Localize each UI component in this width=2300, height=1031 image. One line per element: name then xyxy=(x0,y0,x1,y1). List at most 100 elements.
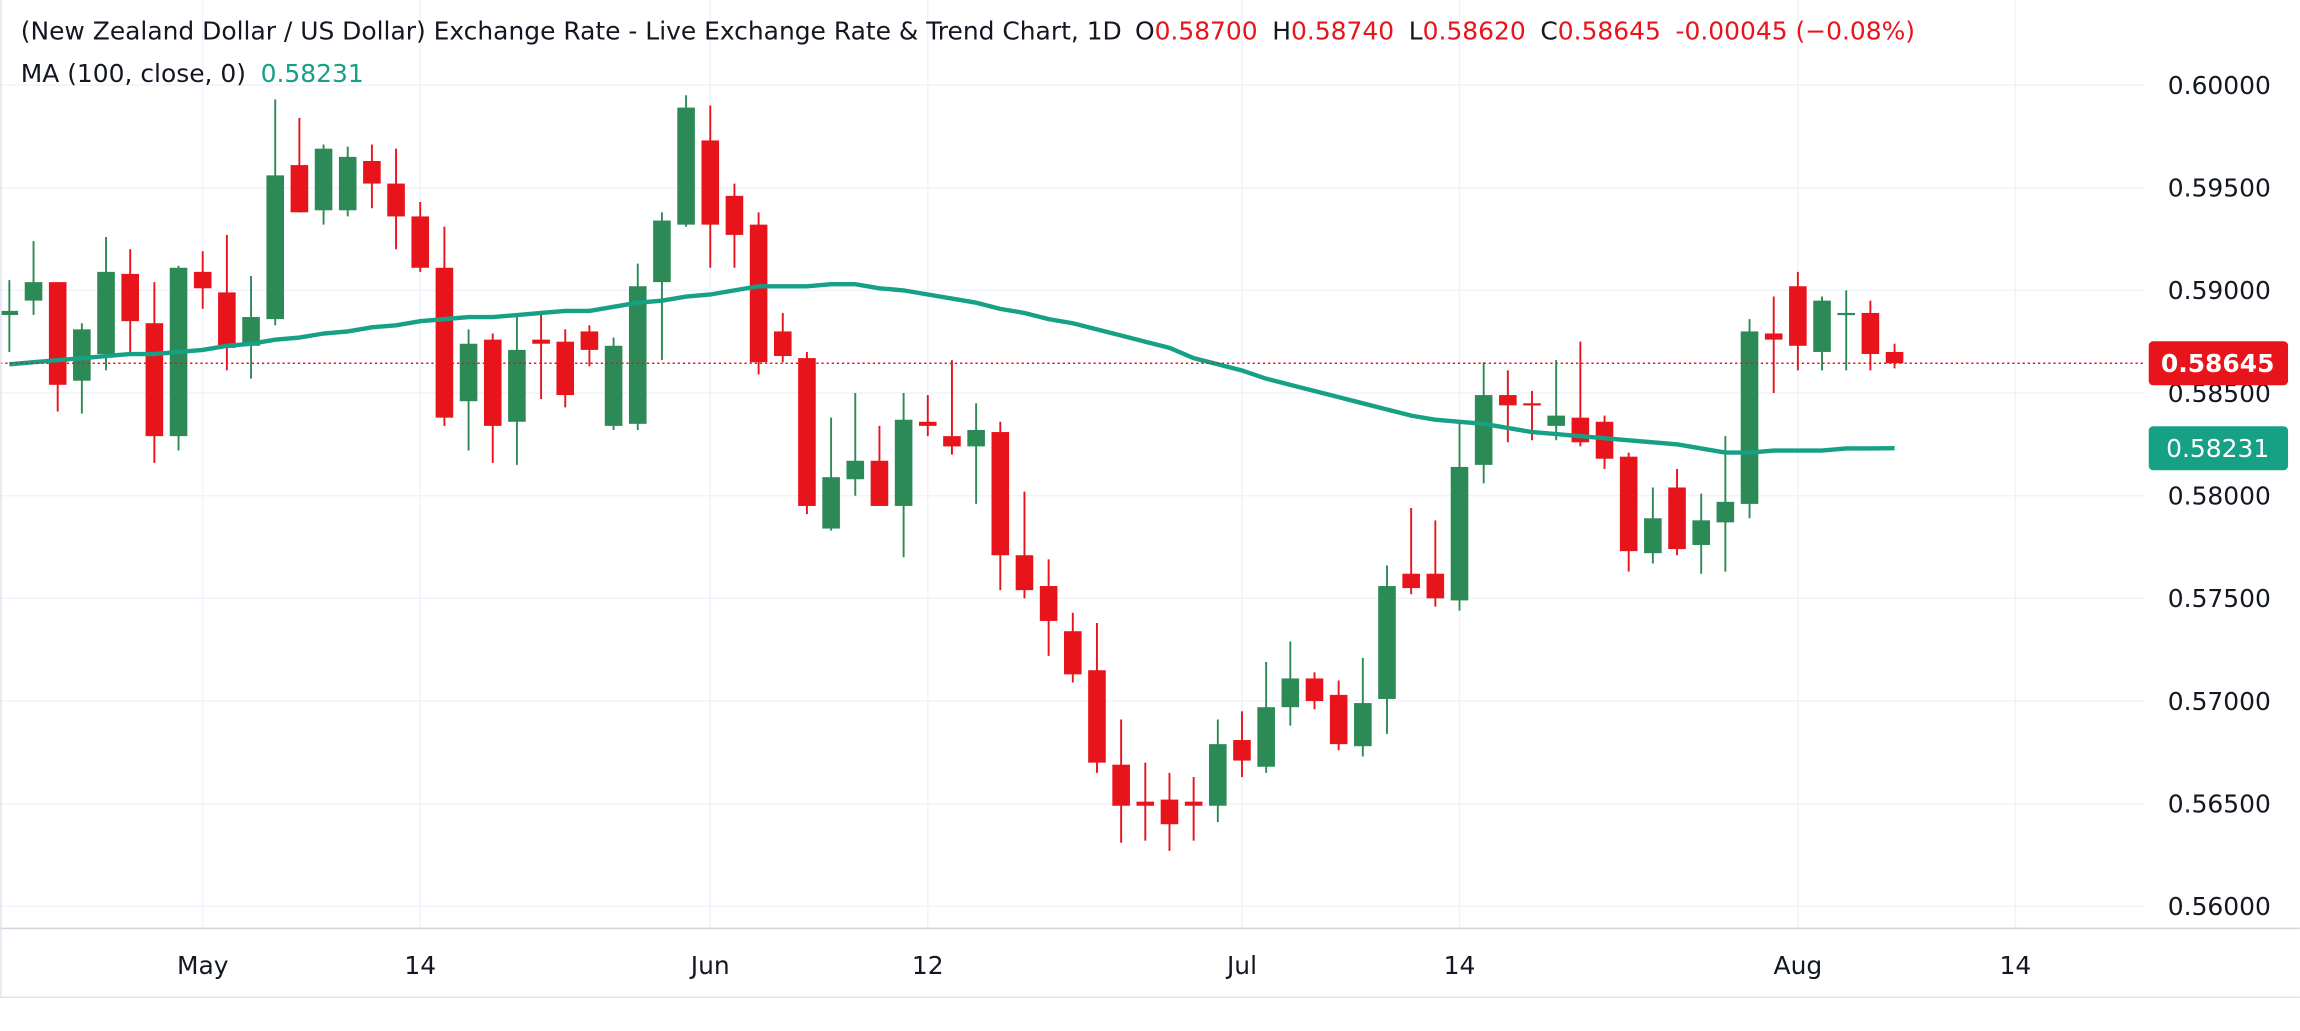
ohlc-key: C xyxy=(1540,17,1557,46)
x-tick-label: May xyxy=(177,951,229,980)
x-tick-label: 14 xyxy=(404,951,436,980)
ma-line xyxy=(9,282,1895,455)
candle-body xyxy=(387,183,405,217)
candle-body xyxy=(508,349,526,422)
candle-body xyxy=(1644,518,1662,554)
candle-body xyxy=(628,286,647,424)
candle-body xyxy=(24,282,43,301)
title: (New Zealand Dollar / US Dollar) Exchang… xyxy=(21,17,1122,46)
candle-body xyxy=(1740,331,1759,504)
candle-body xyxy=(725,195,744,235)
candle-body xyxy=(1764,333,1783,340)
candle-body xyxy=(749,224,768,363)
y-tick-label: 0.56500 xyxy=(2168,789,2271,818)
candle-body xyxy=(483,339,502,426)
candle-body xyxy=(1015,555,1034,591)
y-tick-label: 0.57500 xyxy=(2168,584,2271,613)
candle-body xyxy=(1813,300,1831,352)
candle-body xyxy=(580,331,599,350)
candle-body xyxy=(1716,501,1735,523)
candle-body xyxy=(97,271,115,355)
candle-body xyxy=(1861,312,1880,355)
ma-name: MA (100, close, 0) xyxy=(21,59,246,88)
price-label: 0.58645 xyxy=(2161,349,2275,378)
candle-body xyxy=(1112,764,1130,806)
candle-body xyxy=(1184,801,1203,806)
axes: 0.560000.565000.570000.575000.580000.585… xyxy=(0,0,2300,999)
header: (New Zealand Dollar / US Dollar) Exchang… xyxy=(21,17,1915,46)
candle-body xyxy=(1499,395,1517,406)
x-tick-label: Jun xyxy=(689,951,730,980)
candle-body xyxy=(1450,466,1469,601)
x-tick-label: 14 xyxy=(2000,951,2032,980)
candle-body xyxy=(338,156,357,211)
candle-body xyxy=(1136,801,1155,806)
candle-body xyxy=(894,419,913,506)
y-tick-label: 0.58000 xyxy=(2168,481,2271,510)
candle-body xyxy=(1668,487,1686,550)
candle-body xyxy=(653,220,671,283)
candle-body xyxy=(242,317,260,346)
candle-body xyxy=(556,341,575,396)
candle-body xyxy=(1233,740,1251,761)
candle-body xyxy=(1885,351,1904,364)
candle-body xyxy=(991,432,1010,556)
change: -0.00045 (−0.08%) xyxy=(1676,17,1915,46)
candle-body xyxy=(1257,707,1275,767)
ma-label-box xyxy=(2148,426,2289,471)
candle-body xyxy=(266,175,285,320)
candle-body xyxy=(822,477,840,529)
candle-body xyxy=(943,436,961,447)
candle-body xyxy=(1378,586,1396,699)
candle-body xyxy=(121,273,140,322)
y-tick-label: 0.59500 xyxy=(2168,173,2271,202)
candle-body xyxy=(290,165,309,213)
ohlc-key: H xyxy=(1272,17,1291,46)
price-label-box xyxy=(2148,341,2289,386)
candle-body xyxy=(73,329,91,381)
candle-body xyxy=(1281,678,1300,708)
candle-body xyxy=(798,358,816,506)
candle-body xyxy=(1354,703,1372,747)
y-tick-label: 0.59000 xyxy=(2168,276,2271,305)
y-tick-label: 0.60000 xyxy=(2168,71,2271,100)
candle-body xyxy=(48,282,67,385)
ohlc-value: 0.58700 xyxy=(1155,17,1258,46)
candle-body xyxy=(532,339,550,344)
y-tick-label: 0.57000 xyxy=(2168,687,2271,716)
candle-body xyxy=(1547,415,1565,426)
candle-body xyxy=(677,107,695,225)
candle-body xyxy=(193,271,212,289)
candle-body xyxy=(1209,744,1227,806)
ohlc-key: L xyxy=(1409,17,1423,46)
candle-body xyxy=(701,140,720,225)
ohlc-value: 0.58620 xyxy=(1423,17,1526,46)
candle-body xyxy=(846,460,865,480)
candle-body xyxy=(1837,312,1856,316)
candle-body xyxy=(1329,694,1348,745)
candle-body xyxy=(870,460,889,506)
ma-label: 0.58231 xyxy=(2166,434,2269,463)
candle-body xyxy=(1523,403,1541,406)
candle-body xyxy=(773,331,792,357)
candle-body xyxy=(1619,456,1638,552)
ma-value: 0.58231 xyxy=(261,59,364,88)
candle-body xyxy=(1088,670,1106,763)
ohlc-value: 0.58645 xyxy=(1558,17,1661,46)
marks xyxy=(0,95,2145,851)
candle-body xyxy=(411,216,430,268)
candle-body xyxy=(218,292,236,348)
candle-body xyxy=(967,429,985,447)
candle-body xyxy=(363,160,381,184)
candle-body xyxy=(1039,586,1058,621)
ohlc-key: O xyxy=(1135,17,1155,46)
candle-body xyxy=(0,310,19,315)
candle-body xyxy=(1692,520,1710,545)
x-tick-label: 12 xyxy=(912,951,944,980)
x-tick-label: Aug xyxy=(1774,951,1823,980)
candle-body xyxy=(435,267,454,418)
x-tick-label: Jul xyxy=(1225,951,1257,980)
candle-body xyxy=(1474,395,1493,465)
